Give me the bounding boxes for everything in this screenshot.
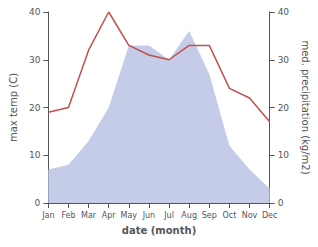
svg-text:40: 40	[278, 7, 290, 17]
svg-text:20: 20	[278, 103, 290, 113]
svg-text:40: 40	[29, 7, 41, 17]
svg-text:Apr: Apr	[102, 211, 117, 220]
svg-text:Nov: Nov	[242, 211, 258, 220]
svg-text:Aug: Aug	[181, 211, 197, 220]
svg-text:20: 20	[29, 103, 41, 113]
svg-text:Feb: Feb	[61, 211, 75, 220]
svg-text:Mar: Mar	[81, 211, 97, 220]
svg-text:Sep: Sep	[202, 211, 217, 220]
svg-text:Jun: Jun	[142, 211, 156, 220]
svg-text:30: 30	[29, 55, 41, 65]
svg-text:Jul: Jul	[163, 211, 174, 220]
svg-text:10: 10	[278, 150, 290, 160]
svg-text:0: 0	[278, 198, 284, 208]
svg-text:10: 10	[29, 150, 41, 160]
svg-text:date (month): date (month)	[122, 225, 196, 236]
svg-text:Jan: Jan	[41, 211, 54, 220]
svg-text:Dec: Dec	[262, 211, 277, 220]
svg-text:May: May	[121, 211, 138, 220]
svg-text:max temp (C): max temp (C)	[8, 73, 19, 142]
svg-text:0: 0	[35, 198, 41, 208]
svg-text:30: 30	[278, 55, 290, 65]
svg-text:Oct: Oct	[222, 211, 236, 220]
svg-text:med. precipitation (kg/m2): med. precipitation (kg/m2)	[300, 40, 311, 174]
